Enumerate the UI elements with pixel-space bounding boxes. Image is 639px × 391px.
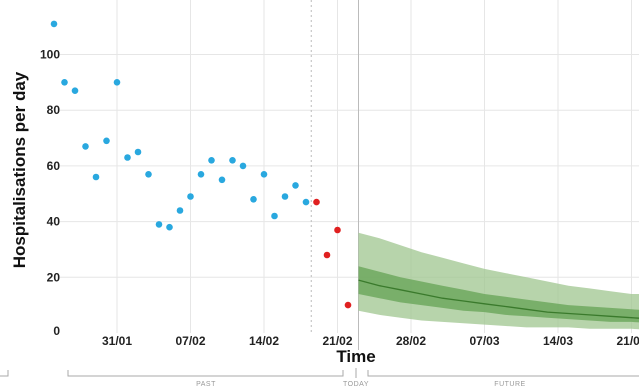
y-tick-label: 60 bbox=[47, 159, 61, 173]
y-tick-label: 20 bbox=[47, 270, 61, 284]
x-axis-label: Time bbox=[336, 347, 375, 366]
x-tick-label: 14/02 bbox=[249, 334, 279, 348]
observed-point bbox=[250, 196, 257, 203]
recent-point bbox=[313, 198, 320, 206]
forecast-inner-band bbox=[358, 266, 639, 323]
y-tick-label: 100 bbox=[40, 48, 60, 62]
observed-point bbox=[176, 207, 184, 214]
observed-point bbox=[113, 79, 121, 86]
observed-point bbox=[302, 198, 310, 206]
y-tick-label: 0 bbox=[53, 324, 60, 338]
future-label: FUTURE bbox=[494, 381, 525, 388]
grid bbox=[60, 0, 639, 350]
x-tick-label: 07/03 bbox=[469, 334, 499, 348]
observed-point bbox=[229, 157, 236, 164]
observed-point bbox=[260, 171, 268, 178]
today-label: TODAY bbox=[343, 381, 369, 388]
observed-point bbox=[103, 137, 110, 145]
observed-point bbox=[239, 162, 247, 170]
x-tick-label: 14/03 bbox=[543, 334, 573, 348]
recent-point bbox=[323, 251, 331, 259]
past-label: PAST bbox=[196, 381, 216, 388]
x-tick-label: 28/02 bbox=[396, 334, 426, 348]
y-tick-label: 40 bbox=[47, 215, 61, 229]
x-tick-label: 21/02 bbox=[322, 334, 352, 348]
past-bracket bbox=[67, 370, 344, 377]
x-axis-ticks: 31/01 07/02 14/02 21/02 28/02 07/03 14/03 21/03 bbox=[102, 334, 639, 348]
observed-point bbox=[281, 193, 289, 200]
left-bracket-end bbox=[0, 370, 9, 377]
x-tick-label: 31/01 bbox=[102, 334, 132, 348]
observed-point bbox=[197, 171, 205, 178]
forecast-bands bbox=[358, 232, 639, 330]
observed-point bbox=[61, 79, 68, 86]
data-points bbox=[50, 20, 352, 309]
observed-point bbox=[187, 193, 194, 200]
observed-point bbox=[166, 223, 173, 231]
observed-point bbox=[82, 143, 89, 150]
x-tick-label: 07/02 bbox=[175, 334, 205, 348]
recent-point bbox=[334, 226, 341, 234]
x-tick-label: 21/03 bbox=[616, 334, 639, 348]
observed-point bbox=[92, 173, 100, 181]
observed-point bbox=[271, 212, 278, 220]
y-axis-label: Hospitalisations per day bbox=[10, 71, 29, 268]
recent-point bbox=[344, 301, 352, 309]
observed-point bbox=[208, 157, 215, 164]
observed-point bbox=[218, 176, 226, 184]
forecast-median-line bbox=[358, 279, 639, 319]
observed-point bbox=[50, 20, 58, 28]
y-tick-label: 80 bbox=[47, 103, 61, 117]
observed-point bbox=[134, 148, 142, 156]
future-bracket bbox=[367, 370, 639, 377]
observed-point bbox=[71, 87, 79, 94]
observed-point bbox=[124, 154, 131, 161]
observed-point bbox=[145, 171, 152, 178]
y-axis-ticks: 0 20 40 60 80 100 bbox=[40, 48, 60, 339]
observed-point bbox=[292, 182, 299, 189]
period-brackets: PAST TODAY FUTURE bbox=[0, 368, 639, 388]
observed-point bbox=[155, 221, 163, 228]
